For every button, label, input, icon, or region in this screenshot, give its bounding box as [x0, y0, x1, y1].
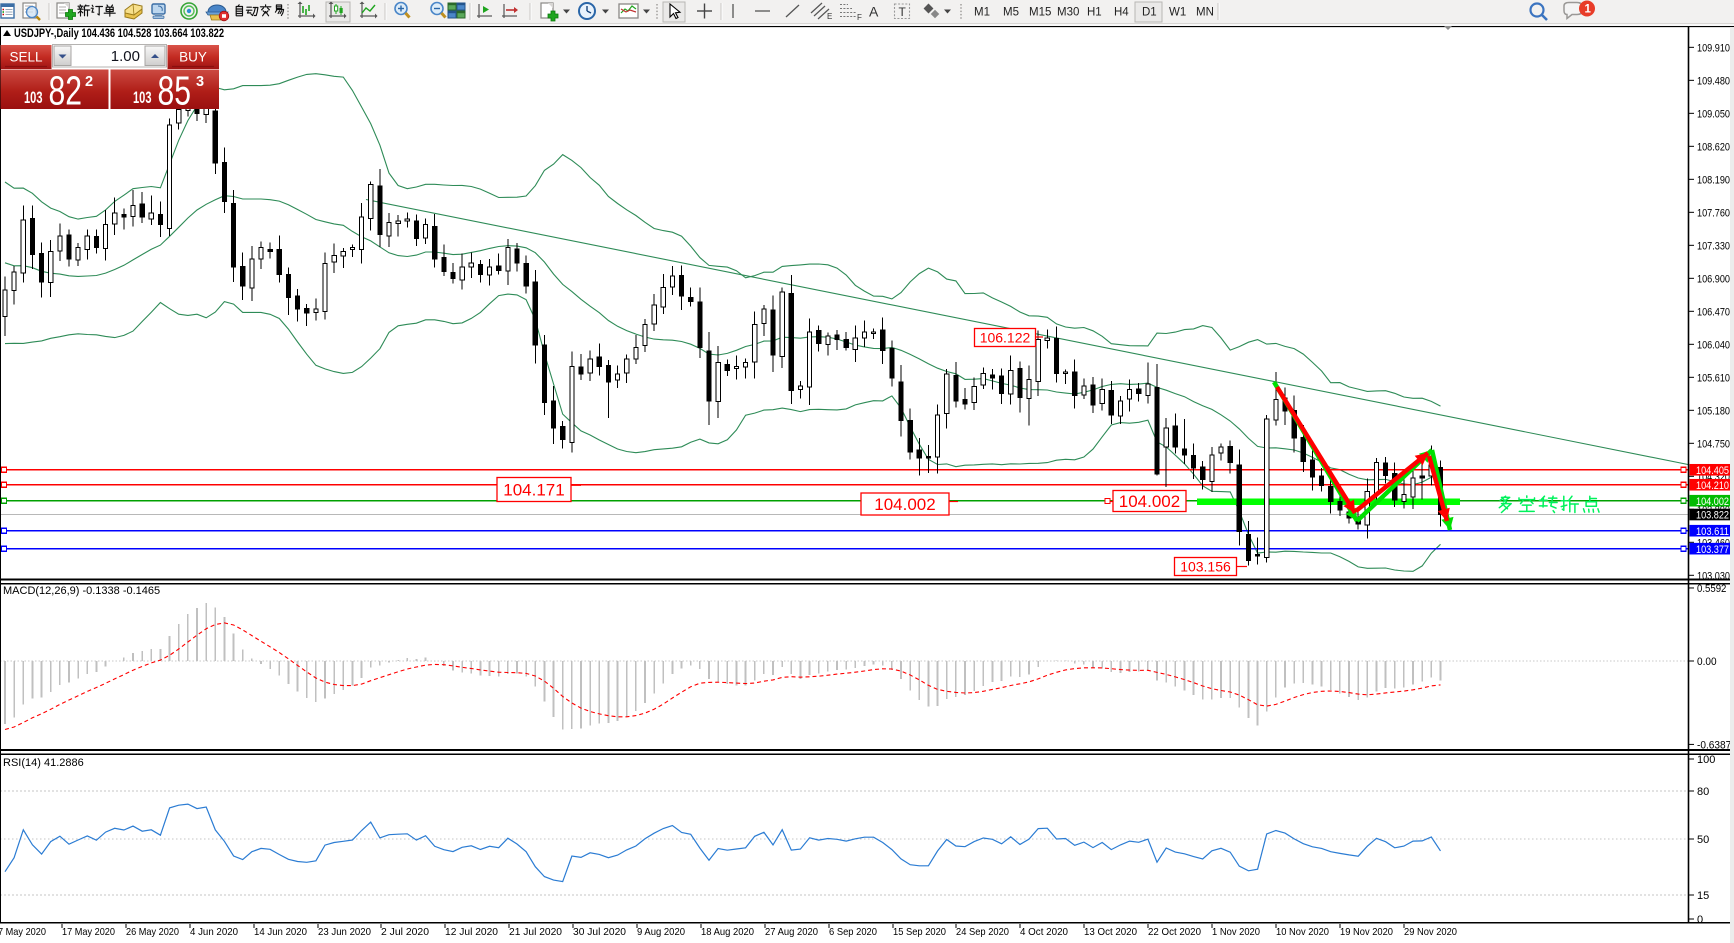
svg-text:19 Nov 2020: 19 Nov 2020	[1340, 926, 1393, 938]
svg-text:82: 82	[49, 68, 83, 114]
svg-text:10 Nov 2020: 10 Nov 2020	[1276, 926, 1329, 938]
svg-text:M5: M5	[1003, 7, 1019, 19]
svg-text:0: 0	[1697, 914, 1703, 926]
svg-text:USDJPY-,Daily 104.436 104.528: USDJPY-,Daily 104.436 104.528 103.664 10…	[14, 28, 224, 40]
svg-text:108.190: 108.190	[1697, 174, 1730, 186]
svg-text:105.180: 105.180	[1697, 405, 1730, 417]
svg-text:104.002: 104.002	[1696, 496, 1729, 508]
svg-text:80: 80	[1697, 786, 1709, 798]
svg-text:14 Jun 2020: 14 Jun 2020	[254, 926, 307, 938]
svg-text:9 Aug 2020: 9 Aug 2020	[637, 926, 685, 938]
svg-text:104.002: 104.002	[1119, 492, 1180, 511]
svg-text:0.00: 0.00	[1697, 656, 1717, 668]
svg-text:107.760: 107.760	[1697, 207, 1730, 219]
svg-text:104.405: 104.405	[1696, 465, 1729, 477]
svg-text:103.377: 103.377	[1696, 544, 1729, 556]
svg-text:106.900: 106.900	[1697, 273, 1730, 285]
svg-text:3: 3	[196, 74, 204, 90]
svg-text:7 May 2020: 7 May 2020	[0, 926, 46, 938]
svg-text:50: 50	[1697, 834, 1709, 846]
svg-text:1 Nov 2020: 1 Nov 2020	[1212, 926, 1260, 938]
svg-text:4 Jun 2020: 4 Jun 2020	[190, 926, 238, 938]
svg-text:104.002: 104.002	[874, 495, 935, 514]
svg-text:SELL: SELL	[9, 50, 43, 65]
svg-text:103.822: 103.822	[1696, 510, 1729, 522]
svg-text:27 Aug 2020: 27 Aug 2020	[765, 926, 818, 938]
svg-text:109.480: 109.480	[1697, 75, 1730, 87]
svg-text:106.470: 106.470	[1697, 306, 1730, 318]
svg-text:23 Jun 2020: 23 Jun 2020	[318, 926, 371, 938]
svg-text:A: A	[869, 4, 879, 20]
svg-text:1: 1	[1585, 4, 1592, 16]
svg-text:26 May 2020: 26 May 2020	[126, 926, 179, 938]
svg-text:MACD(12,26,9) -0.1338 -0.1465: MACD(12,26,9) -0.1338 -0.1465	[3, 585, 160, 597]
svg-text:E: E	[827, 12, 832, 21]
svg-text:103: 103	[133, 89, 152, 107]
svg-text:H1: H1	[1087, 7, 1102, 19]
svg-text:F: F	[857, 13, 862, 22]
svg-text:103.611: 103.611	[1696, 526, 1729, 538]
svg-text:109.910: 109.910	[1697, 42, 1730, 54]
svg-text:12 Jul 2020: 12 Jul 2020	[445, 926, 498, 938]
svg-text:T: T	[899, 5, 907, 19]
svg-text:21 Jul 2020: 21 Jul 2020	[509, 926, 562, 938]
svg-text:104.171: 104.171	[503, 481, 564, 500]
svg-text:29 Nov 2020: 29 Nov 2020	[1404, 926, 1457, 938]
svg-text:BUY: BUY	[179, 50, 207, 65]
svg-text:104.750: 104.750	[1697, 438, 1730, 450]
svg-text:D1: D1	[1142, 7, 1157, 19]
svg-text:1.00: 1.00	[111, 48, 140, 65]
svg-text:M1: M1	[974, 7, 990, 19]
svg-text:13 Oct 2020: 13 Oct 2020	[1084, 926, 1137, 938]
svg-text:100: 100	[1697, 754, 1715, 766]
svg-text:17 May 2020: 17 May 2020	[62, 926, 115, 938]
svg-text:2 Jul 2020: 2 Jul 2020	[381, 926, 429, 938]
svg-text:22 Oct 2020: 22 Oct 2020	[1148, 926, 1201, 938]
svg-text:103.156: 103.156	[1180, 559, 1231, 575]
svg-text:4 Oct 2020: 4 Oct 2020	[1020, 926, 1068, 938]
svg-text:0.5592: 0.5592	[1697, 583, 1726, 595]
svg-text:18 Aug 2020: 18 Aug 2020	[701, 926, 754, 938]
svg-text:30 Jul 2020: 30 Jul 2020	[573, 926, 626, 938]
svg-text:103: 103	[24, 89, 43, 107]
svg-text:15 Sep 2020: 15 Sep 2020	[893, 926, 946, 938]
svg-text:2: 2	[85, 74, 93, 90]
svg-text:108.620: 108.620	[1697, 141, 1730, 153]
svg-text:85: 85	[158, 68, 192, 114]
svg-text:106.040: 106.040	[1697, 339, 1730, 351]
svg-text:M15: M15	[1029, 7, 1051, 19]
svg-text:6 Sep 2020: 6 Sep 2020	[829, 926, 877, 938]
svg-text:105.610: 105.610	[1697, 372, 1730, 384]
svg-text:W1: W1	[1169, 7, 1186, 19]
svg-text:106.122: 106.122	[980, 330, 1031, 346]
svg-text:MN: MN	[1196, 7, 1214, 19]
svg-text:M30: M30	[1057, 7, 1079, 19]
svg-text:-0.6387: -0.6387	[1697, 739, 1731, 751]
svg-text:RSI(14) 41.2886: RSI(14) 41.2886	[3, 757, 84, 769]
svg-text:15: 15	[1697, 890, 1709, 902]
svg-text:104.210: 104.210	[1696, 480, 1729, 492]
svg-text:H4: H4	[1114, 7, 1129, 19]
svg-text:109.050: 109.050	[1697, 108, 1730, 120]
svg-text:24 Sep 2020: 24 Sep 2020	[956, 926, 1009, 938]
svg-text:107.330: 107.330	[1697, 240, 1730, 252]
